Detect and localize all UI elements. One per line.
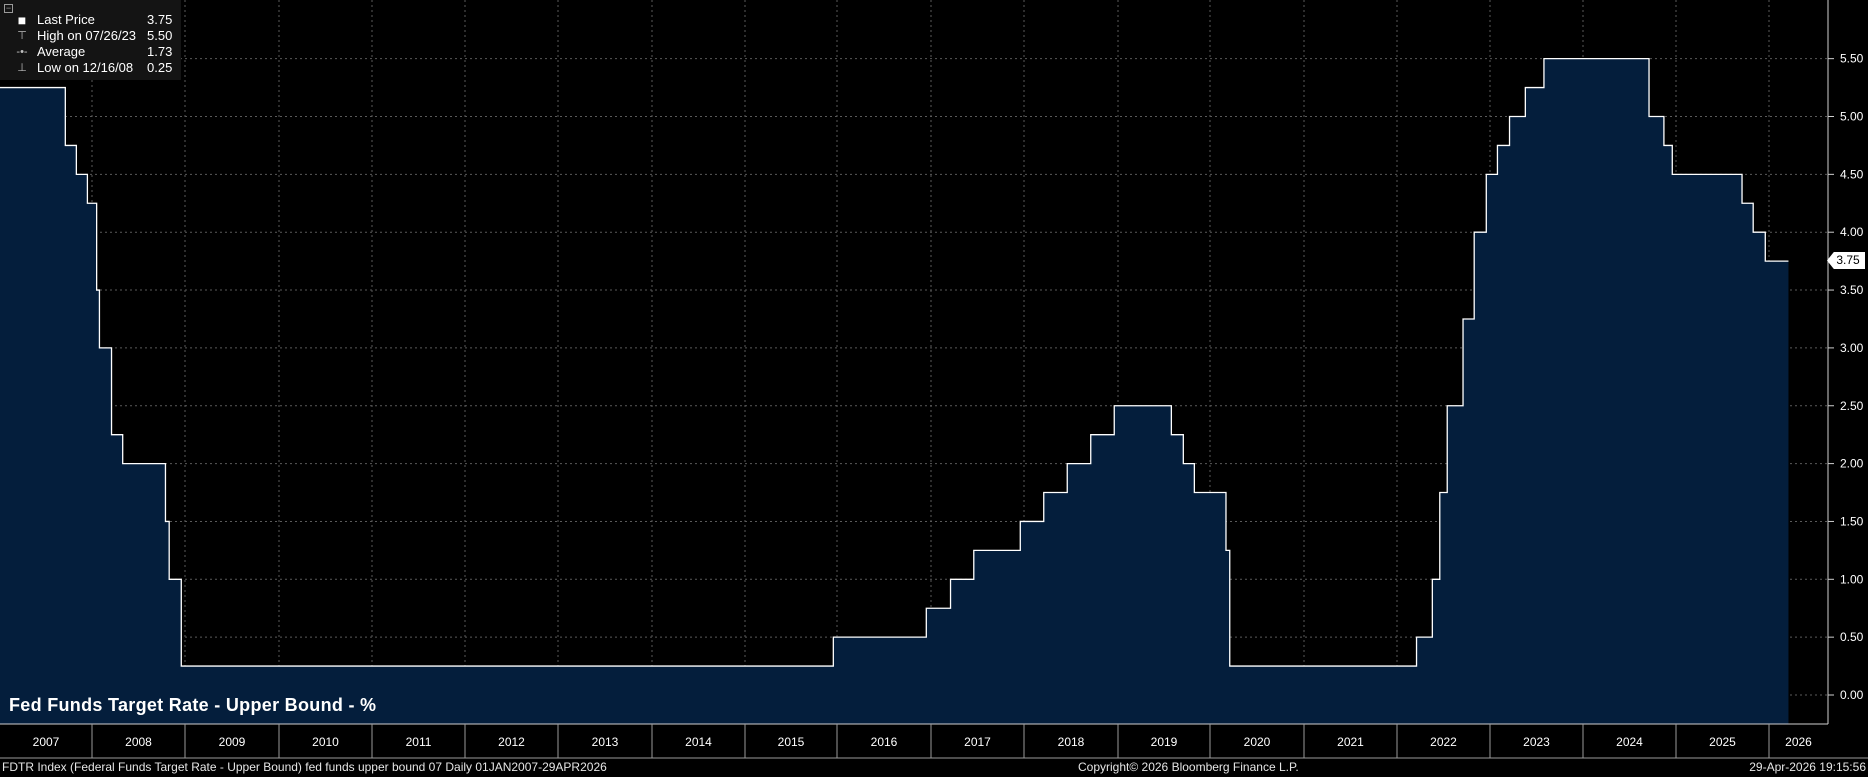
- square-icon: ■: [17, 12, 27, 28]
- y-tick-label: 0.00: [1840, 688, 1864, 702]
- y-tick-label: 3.50: [1840, 283, 1864, 297]
- x-tick-label: 2008: [125, 735, 152, 749]
- legend-item-high: ⊤ High on 07/26/23 5.50: [10, 28, 180, 44]
- low-marker-icon: ⊥: [17, 62, 27, 74]
- y-tick-label: 1.50: [1840, 514, 1864, 528]
- x-tick-label: 2013: [592, 735, 619, 749]
- legend-label: Low on 12/16/08: [37, 60, 134, 75]
- x-tick-label: 2023: [1523, 735, 1550, 749]
- x-tick-label: 2015: [778, 735, 805, 749]
- y-tick-label: 0.50: [1840, 630, 1864, 644]
- chart-title: Fed Funds Target Rate - Upper Bound - %: [9, 695, 377, 715]
- x-tick-label: 2007: [33, 735, 60, 749]
- x-tick-label: 2014: [685, 735, 712, 749]
- x-axis-ticks: 2007 2008 2009 2010 2011 2012 2013 2014 2015 2016…: [33, 724, 1812, 758]
- y-tick-label: 5.00: [1840, 110, 1864, 124]
- legend-item-average: -•- Average 1.73: [10, 44, 180, 60]
- last-price-marker: 3.75: [1827, 252, 1865, 269]
- x-tick-label: 2018: [1058, 735, 1085, 749]
- y-tick-label: 4.50: [1840, 167, 1864, 181]
- footer-description: FDTR Index (Federal Funds Target Rate - …: [2, 760, 607, 774]
- y-tick-label: 1.00: [1840, 572, 1864, 586]
- y-tick-label: 2.00: [1840, 457, 1864, 471]
- axes: [0, 0, 1868, 759]
- x-tick-label: 2016: [871, 735, 898, 749]
- average-marker-icon: -•-: [16, 46, 28, 58]
- legend-label: Average: [37, 44, 86, 59]
- x-tick-label: 2025: [1709, 735, 1736, 749]
- y-tick-label: 4.00: [1840, 225, 1864, 239]
- legend-value: 5.50: [147, 28, 173, 43]
- x-tick-label: 2026: [1785, 735, 1812, 749]
- legend-label: Last Price: [37, 12, 95, 27]
- legend-item-last-price: ■ Last Price 3.75: [10, 12, 180, 28]
- x-tick-label: 2021: [1337, 735, 1364, 749]
- high-marker-icon: ⊤: [17, 30, 27, 42]
- y-tick-label: 2.50: [1840, 399, 1864, 413]
- y-tick-label: 3.00: [1840, 341, 1864, 355]
- x-tick-label: 2010: [312, 735, 339, 749]
- footer-copyright: Copyright© 2026 Bloomberg Finance L.P.: [1078, 760, 1299, 774]
- x-tick-label: 2011: [406, 735, 432, 749]
- y-tick-label: 5.50: [1840, 52, 1864, 66]
- legend: − ■ Last Price 3.75 ⊤ High on 07/26/23 5…: [0, 0, 181, 80]
- legend-value: 3.75: [147, 12, 173, 27]
- legend-value: 1.73: [147, 44, 173, 59]
- x-tick-label: 2009: [219, 735, 246, 749]
- legend-item-low: ⊥ Low on 12/16/08 0.25: [10, 60, 180, 76]
- footer-timestamp: 29-Apr-2026 19:15:56: [1749, 760, 1866, 774]
- series-area-fill: [0, 58, 1789, 724]
- legend-value: 0.25: [147, 60, 173, 75]
- x-tick-label: 2019: [1151, 735, 1178, 749]
- x-tick-label: 2020: [1244, 735, 1271, 749]
- x-tick-label: 2017: [964, 735, 991, 749]
- x-tick-label: 2022: [1430, 735, 1457, 749]
- series-step-line: [0, 58, 1789, 667]
- x-tick-label: 2012: [498, 735, 525, 749]
- x-tick-label: 2024: [1616, 735, 1643, 749]
- legend-collapse-icon[interactable]: −: [4, 3, 13, 13]
- y-axis-ticks: 0.00 0.50 1.00 1.50 2.00 2.50 3.00 3.50 4.00 4.50…: [1828, 52, 1864, 702]
- legend-label: High on 07/26/23: [37, 28, 137, 43]
